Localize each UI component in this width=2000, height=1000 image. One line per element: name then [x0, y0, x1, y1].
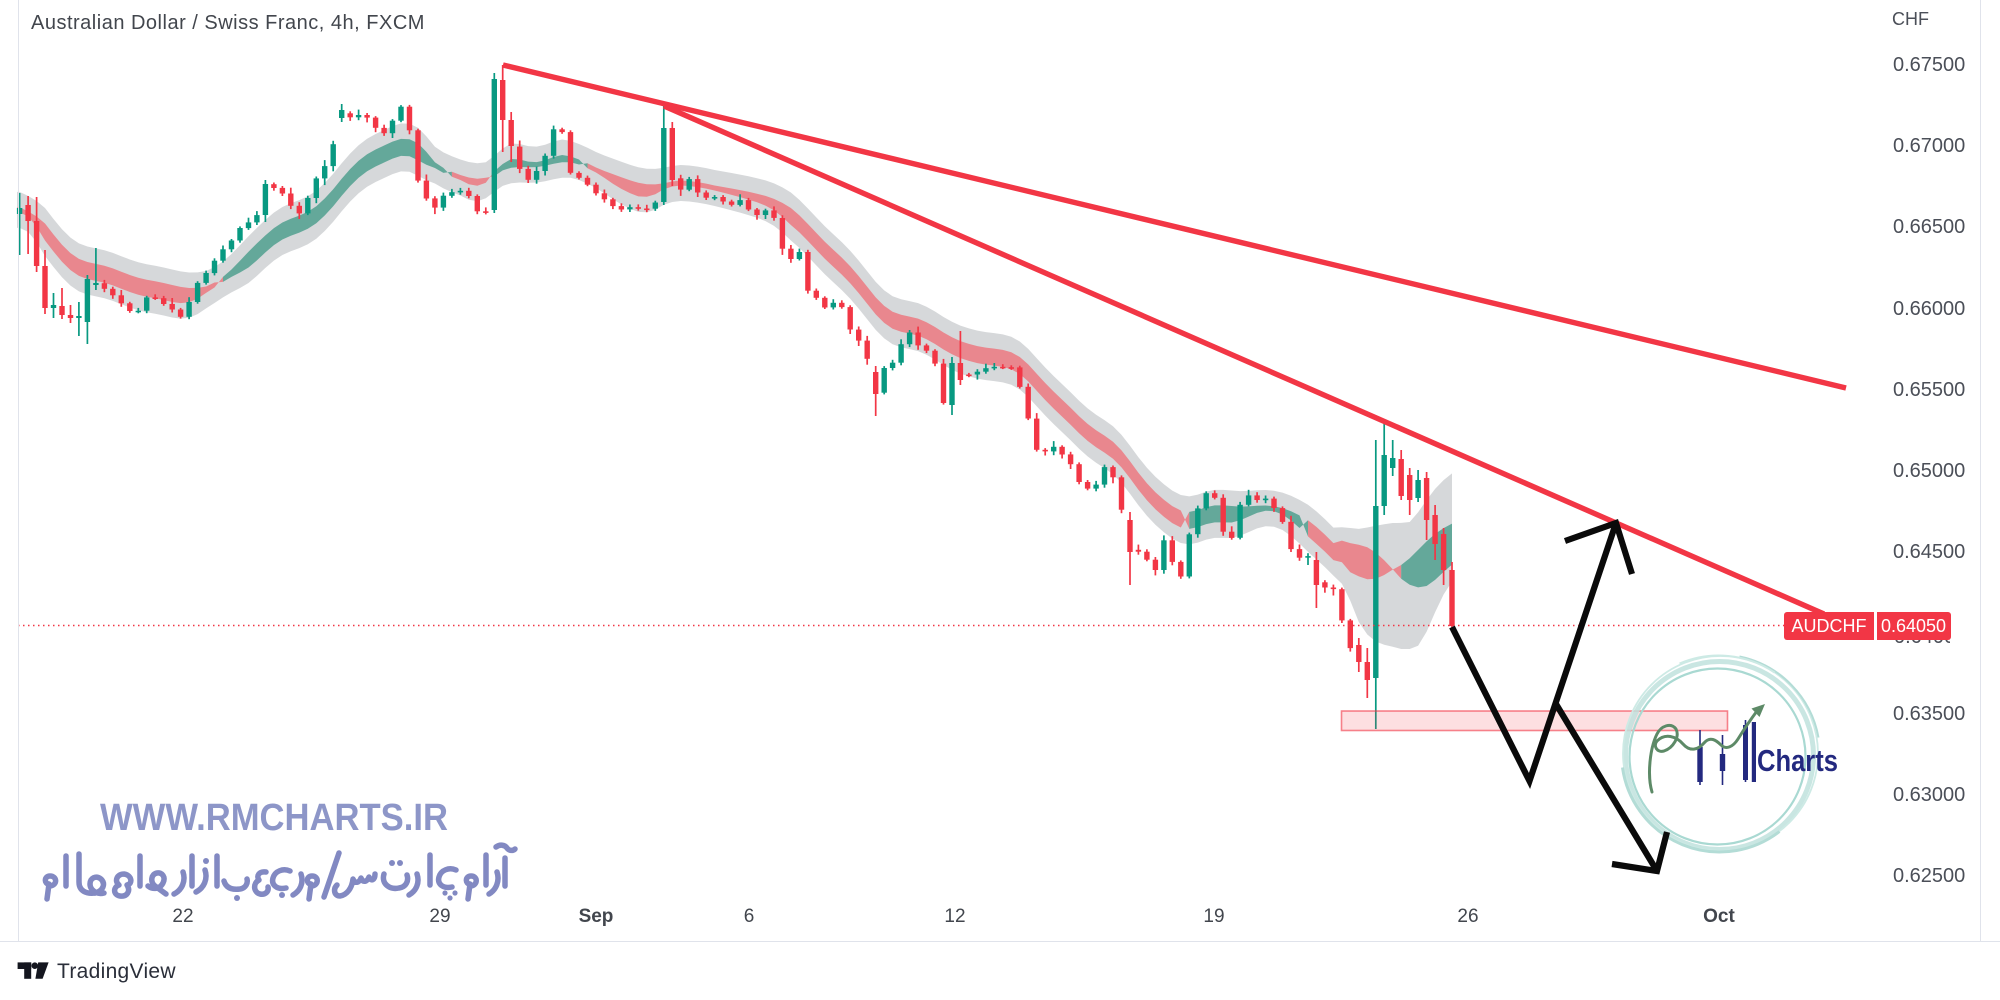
svg-text:Charts: Charts [1757, 743, 1838, 778]
svg-text:WWW.RMCHARTS.IR: WWW.RMCHARTS.IR [100, 797, 448, 839]
